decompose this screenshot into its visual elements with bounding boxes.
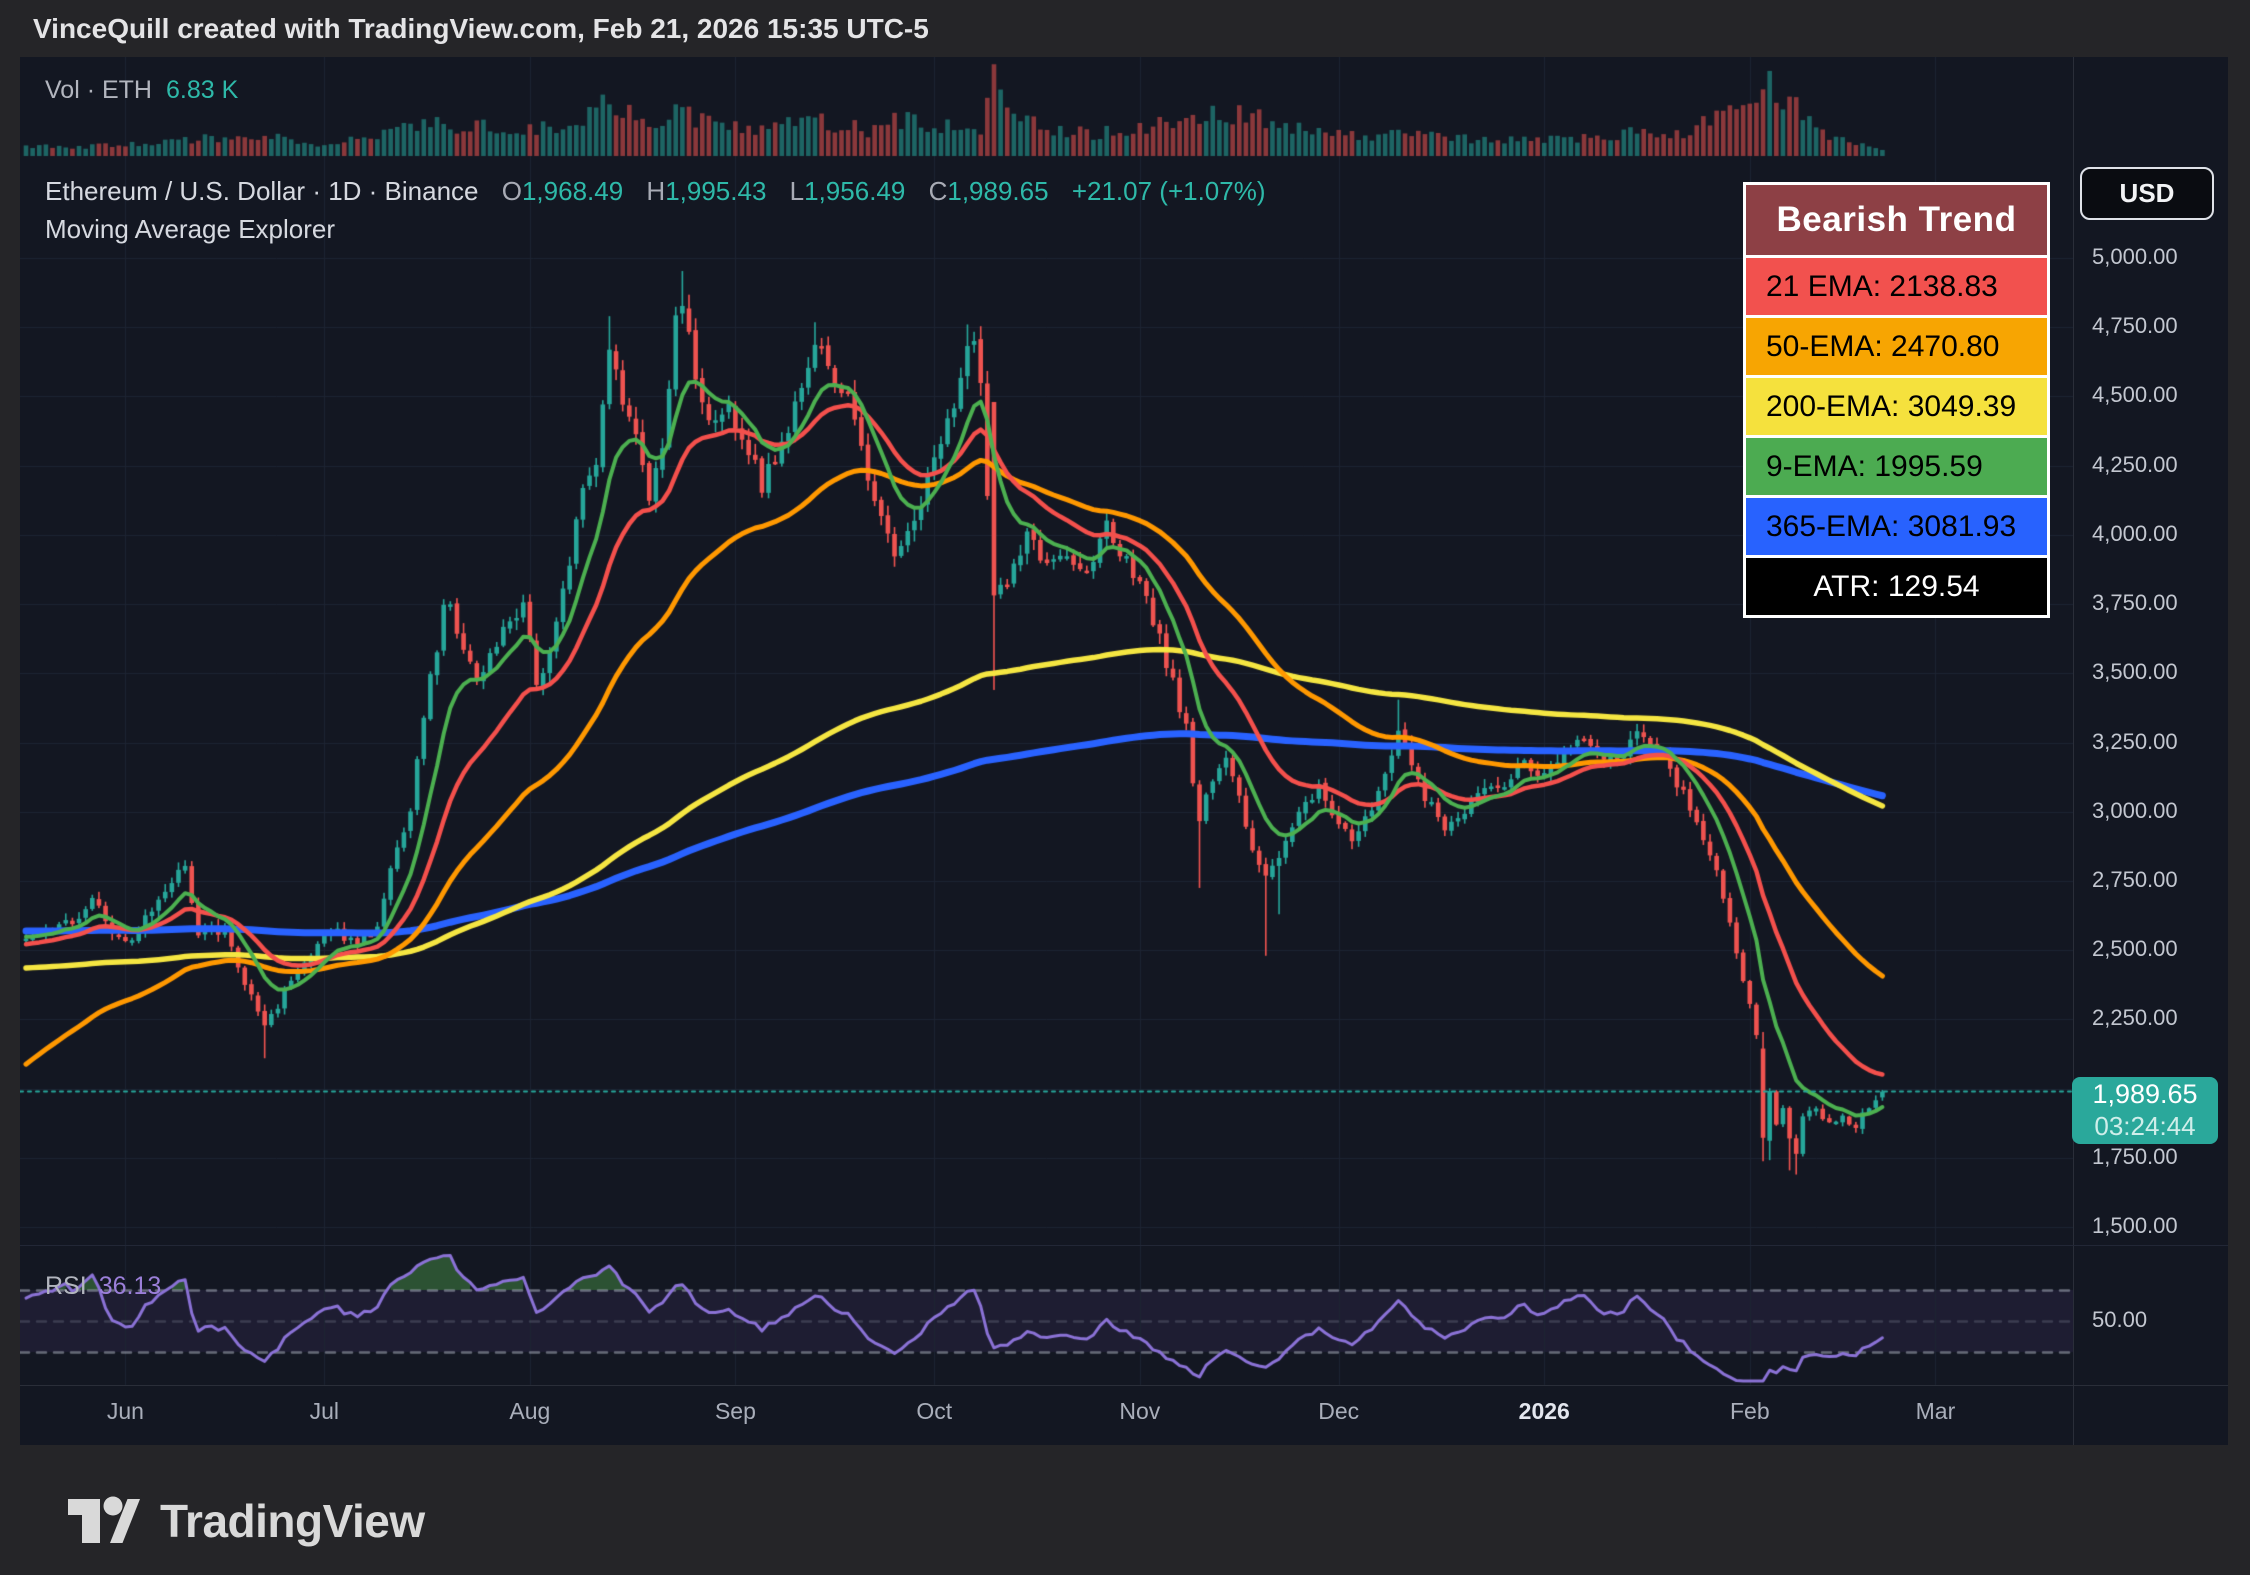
price-tick-3750: 3,750.00 [2092, 590, 2178, 616]
close-value: 1,989.65 [947, 176, 1049, 206]
time-label-Feb: Feb [1729, 1398, 1770, 1424]
trend-row-5: ATR: 129.54 [1746, 555, 2047, 615]
current-price-value: 1,989.65 [2092, 1079, 2198, 1109]
price-tick-3500: 3,500.00 [2092, 659, 2178, 685]
time-label-Aug: Aug [509, 1398, 551, 1424]
price-tick-2500: 2,500.00 [2092, 936, 2178, 962]
time-label-2026: 2026 [1518, 1398, 1570, 1424]
low-value: 1,956.49 [804, 176, 906, 206]
price-tick-5000: 5,000.00 [2092, 244, 2178, 269]
rsi-label: RSI [45, 1272, 87, 1300]
current-price-tag: 1,989.65 03:24:44 [2072, 1077, 2218, 1144]
currency-toggle-button[interactable]: USD [2080, 167, 2214, 220]
volume-label: Vol · ETH [45, 76, 152, 104]
price-scale-separator [2073, 57, 2074, 1445]
rsi-tick-50: 50.00 [2092, 1307, 2148, 1332]
volume-legend[interactable]: Vol · ETH 6.83 K [45, 76, 238, 105]
time-label-Oct: Oct [916, 1398, 953, 1424]
trend-row-2: 200-EMA: 3049.39 [1746, 375, 2047, 435]
attribution-text: VinceQuill created with TradingView.com,… [33, 13, 929, 44]
trend-row-4: 365-EMA: 3081.93 [1746, 495, 2047, 555]
price-chart-canvas[interactable] [20, 57, 2073, 1445]
time-label-Jun: Jun [106, 1398, 144, 1424]
price-tick-2250: 2,250.00 [2092, 1005, 2178, 1031]
trend-row-3: 9-EMA: 1995.59 [1746, 435, 2047, 495]
price-tick-2750: 2,750.00 [2092, 867, 2178, 893]
price-tick-3250: 3,250.00 [2092, 728, 2178, 754]
high-value: 1,995.43 [665, 176, 767, 206]
trend-row-0: 21 EMA: 2138.83 [1746, 255, 2047, 315]
price-tick-3000: 3,000.00 [2092, 797, 2178, 823]
time-label-Dec: Dec [1318, 1398, 1360, 1424]
price-tick-4000: 4,000.00 [2092, 520, 2178, 546]
time-axis-separator [20, 1385, 2228, 1386]
tradingview-logo-text: TradingView [160, 1495, 425, 1547]
time-label-Mar: Mar [1915, 1398, 1956, 1424]
symbol-legend[interactable]: Ethereum / U.S. Dollar · 1D · Binance O1… [45, 176, 1266, 207]
high-label: H [646, 176, 666, 206]
rsi-value: 36.13 [98, 1272, 162, 1300]
time-label-Nov: Nov [1119, 1398, 1161, 1424]
tradingview-logo: TradingView [66, 1490, 425, 1552]
price-tick-4750: 4,750.00 [2092, 313, 2178, 339]
symbol-title: Ethereum / U.S. Dollar · 1D · Binance [45, 176, 479, 206]
rsi-legend[interactable]: RSI 36.13 [45, 1272, 161, 1301]
time-label-Jul: Jul [309, 1398, 340, 1424]
volume-value: 6.83 K [165, 76, 239, 104]
trend-annotation-box[interactable]: Bearish Trend 21 EMA: 2138.83 50-EMA: 247… [1743, 182, 2050, 618]
open-value: 1,968.49 [521, 176, 624, 206]
open-label: O [501, 176, 522, 206]
price-tick-4250: 4,250.00 [2092, 451, 2178, 477]
change-value: +21.07 (+1.07%) [1071, 176, 1266, 206]
trend-row-1: 50-EMA: 2470.80 [1746, 315, 2047, 375]
indicator-legend[interactable]: Moving Average Explorer [45, 214, 336, 244]
price-tick-1750: 1,750.00 [2092, 1143, 2178, 1169]
low-label: L [789, 176, 805, 206]
close-label: C [928, 176, 948, 206]
tradingview-logo-icon [68, 1496, 140, 1543]
bar-countdown: 03:24:44 [2094, 1111, 2196, 1141]
price-tick-4500: 4,500.00 [2092, 382, 2178, 408]
rsi-pane-separator[interactable] [20, 1245, 2228, 1246]
time-label-Sep: Sep [714, 1398, 756, 1424]
trend-title: Bearish Trend [1746, 185, 2047, 255]
price-tick-1500: 1,500.00 [2092, 1213, 2178, 1239]
